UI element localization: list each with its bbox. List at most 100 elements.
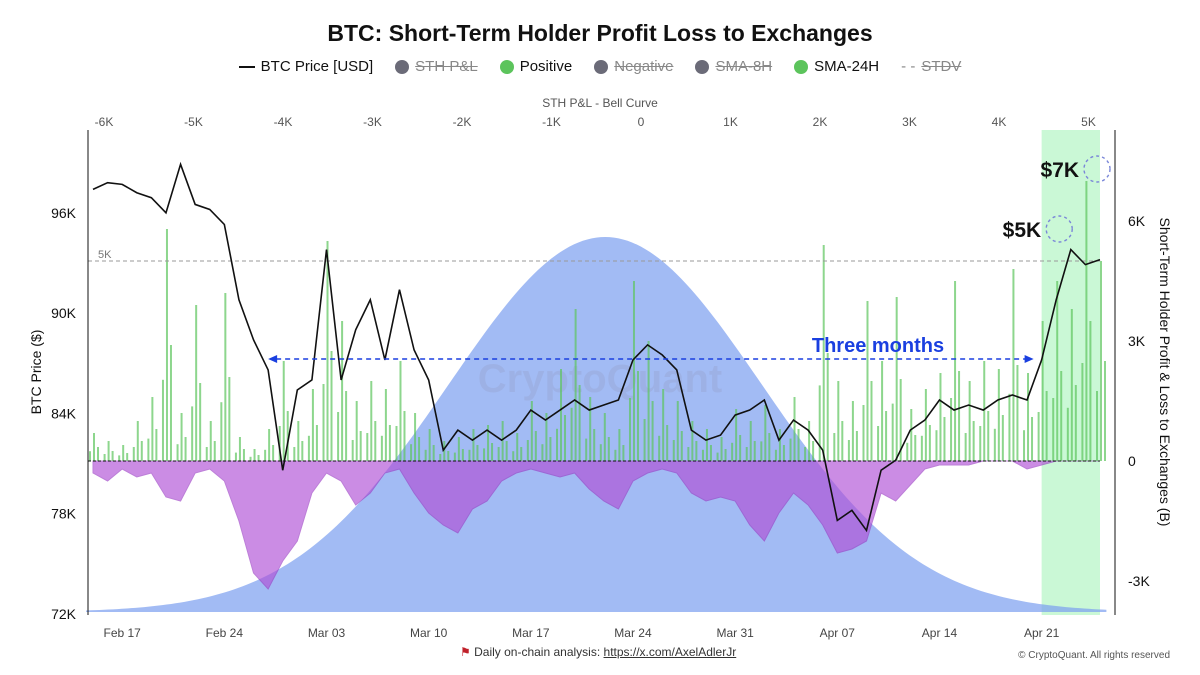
positive-bar — [359, 431, 362, 461]
positive-bar — [220, 402, 223, 461]
positive-bar — [93, 433, 95, 461]
footer-text: Daily on-chain analysis: — [474, 645, 604, 659]
legend-item-positive[interactable]: Positive — [499, 58, 572, 75]
positive-bar — [282, 361, 285, 461]
positive-bar — [695, 441, 698, 461]
positive-bar — [184, 437, 187, 461]
positive-bar — [666, 425, 669, 461]
positive-bar — [541, 444, 544, 461]
positive-bar — [286, 411, 289, 461]
positive-bar — [812, 441, 815, 461]
positive-bar — [851, 401, 854, 461]
positive-bar — [560, 369, 563, 461]
positive-bar — [341, 321, 344, 461]
positive-bar — [768, 433, 771, 461]
positive-bar — [472, 429, 475, 461]
positive-bar — [899, 379, 902, 461]
legend-item-negative[interactable]: Negative — [594, 58, 673, 75]
positive-bar — [89, 451, 91, 461]
positive-bar — [676, 401, 679, 461]
y-axis-label: BTC Price ($) — [28, 330, 44, 415]
legend: BTC Price [USD] STH P&L Positive Negative SM… — [0, 58, 1200, 75]
top-tick-label: 0 — [638, 115, 645, 129]
positive-bar — [885, 411, 888, 461]
positive-bar — [979, 426, 982, 461]
positive-bar — [1104, 361, 1106, 461]
positive-bar — [213, 441, 216, 461]
positive-bar — [589, 397, 592, 461]
legend-dot-icon — [594, 59, 609, 74]
positive-bar — [107, 441, 110, 461]
legend-item-stdv[interactable]: - - STDV — [901, 58, 961, 75]
footer-link[interactable]: https://x.com/AxelAdlerJr — [603, 645, 737, 659]
positive-bar — [1001, 415, 1004, 461]
positive-bar — [126, 453, 129, 461]
positive-bar — [384, 389, 387, 461]
positive-bar — [453, 452, 456, 461]
positive-bar — [574, 309, 577, 461]
positive-bar — [745, 447, 748, 461]
top-tick-label: -4K — [274, 115, 293, 129]
positive-bar — [1100, 261, 1102, 461]
legend-item-sma-24h[interactable]: SMA-24H — [794, 58, 879, 75]
positive-bar — [307, 435, 310, 461]
positive-bar — [731, 442, 734, 461]
top-tick-label: 2K — [813, 115, 828, 129]
top-tick-label: 3K — [902, 115, 917, 129]
positive-bar — [534, 431, 537, 461]
top-tick-label: -6K — [95, 115, 114, 129]
positive-bar — [468, 449, 471, 461]
positive-bar — [607, 437, 610, 461]
positive-bar — [351, 440, 354, 461]
range-label: Three months — [812, 335, 944, 357]
positive-bar — [950, 398, 953, 461]
positive-bar — [804, 447, 807, 461]
positive-bar — [403, 411, 406, 461]
positive-bar — [760, 441, 763, 461]
positive-bar — [833, 433, 836, 461]
y-tick-label: 90K — [51, 305, 77, 321]
positive-bar — [228, 377, 231, 461]
positive-bar — [881, 361, 884, 461]
positive-bar — [1085, 181, 1088, 461]
positive-bar — [1052, 398, 1055, 461]
positive-bar — [749, 421, 752, 461]
watermark: CryptoQuant — [478, 357, 722, 401]
positive-bar — [906, 442, 909, 461]
top-tick-label: 1K — [723, 115, 738, 129]
positive-bar — [662, 389, 665, 461]
positive-bar — [322, 384, 325, 461]
positive-bar — [370, 381, 373, 461]
legend-item-btc-price-usd-[interactable]: BTC Price [USD] — [238, 58, 374, 75]
legend-item-sth-p-l[interactable]: STH P&L — [395, 58, 478, 75]
top-tick-label: 4K — [992, 115, 1007, 129]
y2-tick-label: 6K — [1128, 213, 1146, 229]
positive-bar — [1081, 363, 1084, 461]
legend-label: BTC Price [USD] — [260, 58, 374, 75]
x-tick-label: Feb 17 — [104, 626, 142, 640]
positive-bar — [716, 452, 719, 461]
positive-bar — [628, 398, 631, 461]
positive-bar — [964, 433, 967, 461]
positive-bar — [987, 411, 990, 461]
positive-bar — [132, 447, 135, 461]
positive-bar — [764, 405, 767, 461]
positive-bar — [395, 426, 398, 461]
positive-bar — [618, 429, 621, 461]
positive-bar — [545, 413, 548, 461]
positive-bar — [447, 451, 450, 461]
positive-bar — [410, 444, 413, 461]
positive-bar — [253, 449, 256, 461]
positive-bar — [1031, 417, 1034, 461]
positive-bar — [647, 341, 650, 461]
legend-item-sma-8h[interactable]: SMA-8H — [695, 58, 772, 75]
positive-bar — [424, 449, 427, 461]
positive-bar — [530, 401, 533, 461]
positive-bar — [636, 371, 639, 461]
x-tick-label: Mar 10 — [410, 626, 448, 640]
positive-bar — [151, 397, 154, 461]
stdv-label: 5K — [98, 249, 112, 261]
positive-bar — [720, 437, 723, 461]
y-tick-label: 72K — [51, 606, 77, 622]
positive-bar — [705, 429, 708, 461]
